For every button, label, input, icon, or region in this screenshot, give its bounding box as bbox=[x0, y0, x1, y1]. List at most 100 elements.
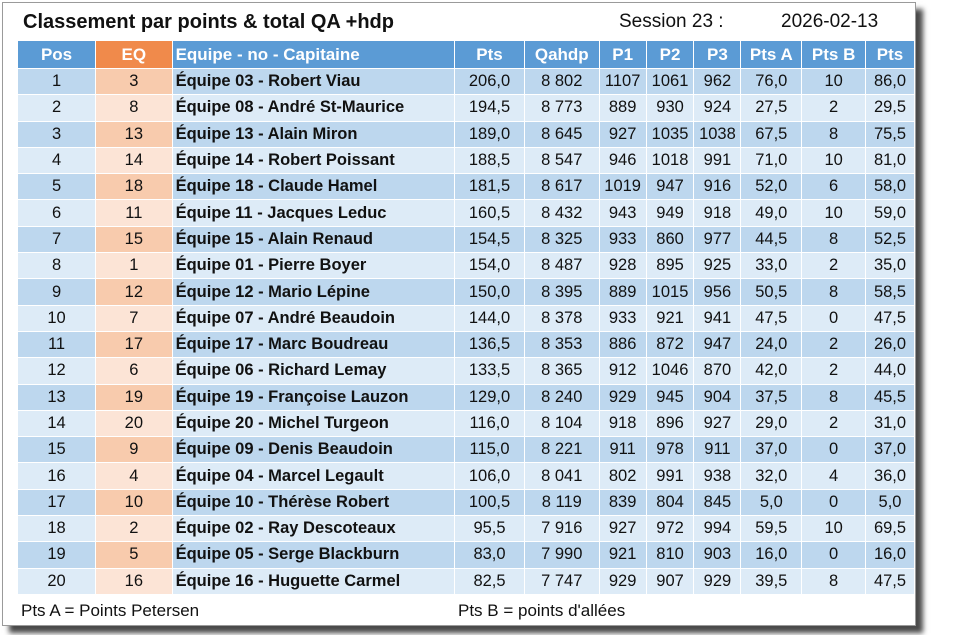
table-cell: 5 bbox=[95, 541, 173, 569]
table-cell: 115,0 bbox=[454, 436, 525, 464]
table-cell: 886 bbox=[599, 331, 647, 359]
table-cell: 930 bbox=[646, 94, 695, 122]
table-cell: 8 325 bbox=[524, 226, 600, 254]
table-cell: 921 bbox=[599, 541, 647, 569]
table-cell: 154,0 bbox=[454, 252, 525, 280]
table-cell: 0 bbox=[801, 541, 867, 569]
table-cell: 100,5 bbox=[454, 489, 525, 517]
table-cell: 1015 bbox=[646, 278, 695, 306]
table-cell: 20 bbox=[18, 568, 97, 595]
table-cell: 802 bbox=[599, 462, 647, 490]
table-cell: 8 487 bbox=[524, 252, 600, 280]
table-cell: 71,0 bbox=[740, 147, 803, 175]
table-cell: 44,5 bbox=[740, 226, 803, 254]
table-cell: 810 bbox=[646, 541, 695, 569]
table-cell: 50,5 bbox=[740, 278, 803, 306]
table-cell: 907 bbox=[646, 568, 695, 595]
table-cell: 35,0 bbox=[865, 252, 915, 280]
table-cell: 8 104 bbox=[524, 410, 600, 438]
table-cell: 11 bbox=[18, 331, 97, 359]
table-cell: 188,5 bbox=[454, 147, 525, 175]
table-cell: 918 bbox=[599, 410, 647, 438]
table-cell: 929 bbox=[693, 568, 742, 595]
table-row: 3 13 Équipe 13 - Alain Miron 189,0 8 645 927 1… bbox=[18, 121, 915, 148]
table-cell: 42,0 bbox=[740, 357, 803, 385]
standings-table: Pos EQ Equipe - no - Capitaine Pts Qahdp P1 P2… bbox=[18, 41, 915, 595]
table-cell: 129,0 bbox=[454, 384, 525, 411]
table-cell: 144,0 bbox=[454, 305, 525, 332]
table-cell: 2 bbox=[95, 515, 173, 543]
table-cell: 5 bbox=[18, 173, 97, 201]
table-cell: 49,0 bbox=[740, 199, 803, 227]
column-header: Qahdp bbox=[524, 41, 600, 69]
column-header: P3 bbox=[693, 41, 742, 69]
table-cell: 7 916 bbox=[524, 515, 600, 543]
table-cell: 27,5 bbox=[740, 94, 803, 122]
table-row: 19 5 Équipe 05 - Serge Blackburn 83,0 7 990 9… bbox=[18, 541, 915, 569]
table-cell: 8 395 bbox=[524, 278, 600, 306]
table-cell: 10 bbox=[18, 305, 97, 332]
footnote: Pts A = Points Petersen bbox=[21, 601, 200, 620]
table-cell: 1046 bbox=[646, 357, 695, 385]
table-row: 8 1 Équipe 01 - Pierre Boyer 154,0 8 487 928 8… bbox=[18, 252, 915, 280]
table-row: 16 4 Équipe 04 - Marcel Legault 106,0 8 041 8… bbox=[18, 462, 915, 490]
table-cell: 106,0 bbox=[454, 462, 525, 490]
table-cell: 10 bbox=[801, 515, 867, 543]
table-cell: Équipe 17 - Marc Boudreau bbox=[172, 331, 456, 359]
table-cell: 8 bbox=[801, 384, 867, 411]
table-cell: 58,5 bbox=[865, 278, 915, 306]
table-cell: 928 bbox=[599, 252, 647, 280]
table-cell: 52,0 bbox=[740, 173, 803, 201]
table-cell: 927 bbox=[693, 410, 742, 438]
table-cell: 37,0 bbox=[740, 436, 803, 464]
table-cell: 69,5 bbox=[865, 515, 915, 543]
table-cell: 47,5 bbox=[865, 305, 915, 332]
table-cell: Équipe 05 - Serge Blackburn bbox=[172, 541, 456, 569]
table-cell: 2 bbox=[18, 94, 97, 122]
table-cell: 86,0 bbox=[865, 68, 915, 96]
table-cell: 941 bbox=[693, 305, 742, 332]
table-row: 14 20 Équipe 20 - Michel Turgeon 116,0 8 104… bbox=[18, 410, 915, 438]
table-cell: 8 bbox=[801, 226, 867, 254]
table-cell: 929 bbox=[599, 384, 647, 411]
table-cell: 45,5 bbox=[865, 384, 915, 411]
table-cell: 31,0 bbox=[865, 410, 915, 438]
table-cell: 889 bbox=[599, 278, 647, 306]
table-cell: 9 bbox=[95, 436, 173, 464]
table-cell: 206,0 bbox=[454, 68, 525, 96]
table-cell: 13 bbox=[95, 121, 173, 148]
table-cell: 13 bbox=[18, 384, 97, 411]
table-cell: 8 bbox=[95, 94, 173, 122]
table-row: 20 16 Équipe 16 - Huguette Carmel 82,5 7 747… bbox=[18, 568, 915, 595]
table-row: 18 2 Équipe 02 - Ray Descoteaux 95,5 7 916 92… bbox=[18, 515, 915, 543]
column-header: Pts B bbox=[801, 41, 867, 69]
table-row: 2 8 Équipe 08 - André St-Maurice 194,5 8 773… bbox=[18, 94, 915, 122]
table-cell: Équipe 06 - Richard Lemay bbox=[172, 357, 456, 385]
column-header: Pts bbox=[454, 41, 525, 69]
column-header: P1 bbox=[599, 41, 647, 69]
table-cell: Équipe 14 - Robert Poissant bbox=[172, 147, 456, 175]
table-row: 17 10 Équipe 10 - Thérèse Robert 100,5 8 119… bbox=[18, 489, 915, 517]
table-cell: 8 041 bbox=[524, 462, 600, 490]
table-cell: 17 bbox=[95, 331, 173, 359]
table-cell: 33,0 bbox=[740, 252, 803, 280]
table-cell: 804 bbox=[646, 489, 695, 517]
table-cell: 962 bbox=[693, 68, 742, 96]
table-cell: 945 bbox=[646, 384, 695, 411]
table-cell: 991 bbox=[646, 462, 695, 490]
table-row: 11 17 Équipe 17 - Marc Boudreau 136,5 8 353 8… bbox=[18, 331, 915, 359]
table-cell: 17 bbox=[18, 489, 97, 517]
table-cell: Équipe 08 - André St-Maurice bbox=[172, 94, 456, 122]
table-cell: 977 bbox=[693, 226, 742, 254]
table-cell: 44,0 bbox=[865, 357, 915, 385]
table-cell: 7 bbox=[95, 305, 173, 332]
table-cell: 7 990 bbox=[524, 541, 600, 569]
title: Classement par points & total QA +hdp bbox=[23, 11, 394, 33]
table-cell: 845 bbox=[693, 489, 742, 517]
table-cell: Équipe 03 - Robert Viau bbox=[172, 68, 456, 96]
table-cell: 938 bbox=[693, 462, 742, 490]
table-cell: 860 bbox=[646, 226, 695, 254]
column-header: Pts A bbox=[740, 41, 803, 69]
table-cell: 3 bbox=[95, 68, 173, 96]
table-row: 4 14 Équipe 14 - Robert Poissant 188,5 8 547… bbox=[18, 147, 915, 175]
